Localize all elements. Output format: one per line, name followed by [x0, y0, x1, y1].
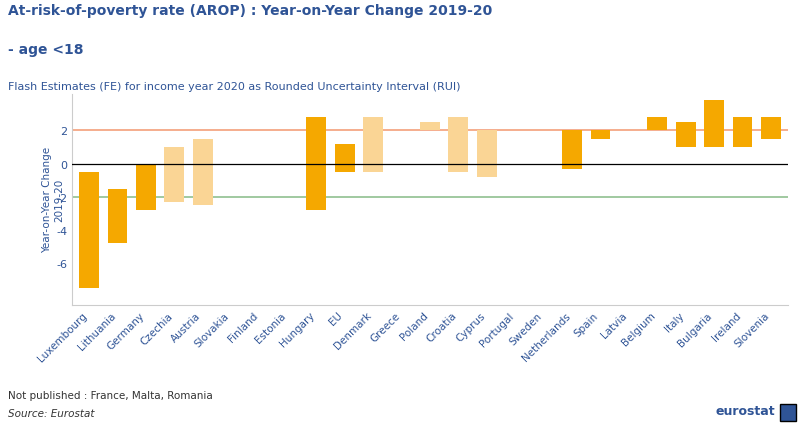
- Text: Source: Eurostat: Source: Eurostat: [8, 408, 94, 418]
- Text: eurostat: eurostat: [716, 404, 776, 417]
- Bar: [704, 101, 724, 147]
- Text: - age <18: - age <18: [8, 43, 83, 57]
- Bar: [335, 144, 354, 172]
- Text: Not published : France, Malta, Romania: Not published : France, Malta, Romania: [8, 390, 213, 400]
- Bar: [164, 147, 184, 203]
- Bar: [647, 118, 667, 131]
- Bar: [136, 164, 156, 211]
- Bar: [420, 123, 440, 131]
- Bar: [761, 118, 781, 139]
- Bar: [562, 131, 582, 169]
- Bar: [79, 172, 99, 289]
- Bar: [449, 118, 468, 172]
- Text: Flash Estimates (FE) for income year 2020 as Rounded Uncertainty Interval (RUI): Flash Estimates (FE) for income year 202…: [8, 82, 461, 92]
- Bar: [590, 131, 610, 139]
- Bar: [477, 131, 497, 178]
- Bar: [107, 189, 127, 244]
- Bar: [306, 118, 326, 211]
- Y-axis label: Year-on-Year Change
2019-20: Year-on-Year Change 2019-20: [42, 147, 64, 253]
- Bar: [193, 139, 213, 206]
- Bar: [733, 118, 753, 147]
- Text: At-risk-of-poverty rate (AROP) : Year-on-Year Change 2019-20: At-risk-of-poverty rate (AROP) : Year-on…: [8, 4, 492, 18]
- Bar: [676, 123, 696, 147]
- Bar: [363, 118, 383, 172]
